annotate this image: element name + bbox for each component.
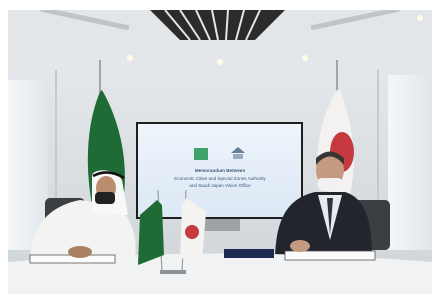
hand [68, 246, 92, 258]
screen-line: Economic Cities and Special Zones Author… [174, 176, 266, 181]
logo [233, 154, 243, 159]
screen-stand [200, 219, 240, 231]
mask [318, 178, 342, 190]
mask [95, 192, 115, 204]
screen-heading: Memorandum Between [195, 168, 245, 173]
desk-japan-disc [185, 225, 199, 239]
light [217, 59, 223, 65]
photo: Memorandum Between Economic Cities and S… [0, 0, 435, 296]
folder [224, 249, 274, 258]
light [302, 55, 308, 61]
logo [194, 148, 208, 160]
light [127, 55, 133, 61]
desk-flag-base [160, 270, 186, 274]
screen-line: and Saudi Japan Vision Office [189, 183, 251, 188]
light [417, 15, 423, 21]
scene: Memorandum Between Economic Cities and S… [8, 7, 432, 294]
hand [290, 240, 310, 252]
page: Memorandum Between Economic Cities and S… [0, 0, 435, 296]
document [285, 251, 375, 260]
window [388, 75, 432, 250]
